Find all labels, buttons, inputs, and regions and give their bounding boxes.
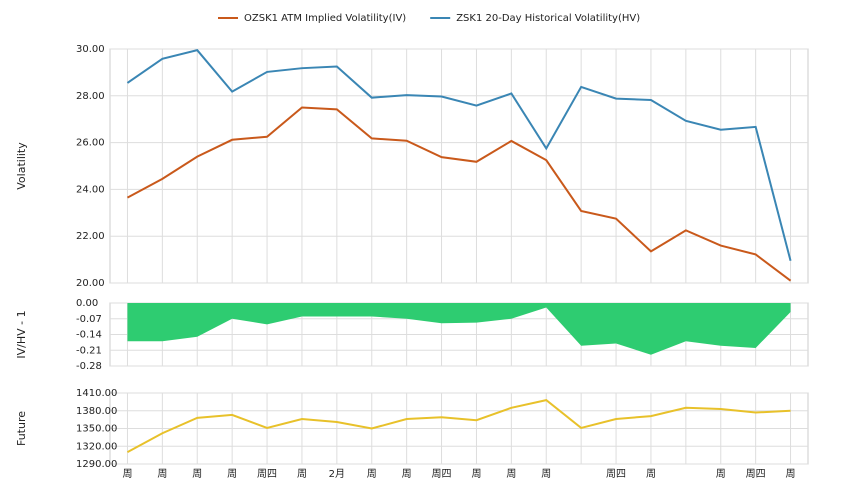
x-tick-label: 周 (402, 468, 412, 480)
y-axis-label: Volatility (15, 142, 28, 190)
x-tick-label: 周 (367, 468, 377, 480)
x-tick-label: 周四 (606, 468, 626, 480)
x-tick-label: 周四 (257, 468, 277, 480)
y-tick-label: 28.00 (76, 91, 105, 102)
x-tick-label: 周 (297, 468, 307, 480)
y-tick-label: -0.28 (76, 361, 102, 372)
area (127, 303, 791, 355)
legend-label: OZSK1 ATM Implied Volatility(IV) (244, 13, 406, 24)
x-tick-label: 周 (227, 468, 237, 480)
x-tick-label: 周 (506, 468, 516, 480)
y-tick-label: 1320.00 (76, 441, 117, 452)
y-tick-label: -0.14 (76, 330, 102, 341)
y-tick-label: -0.21 (76, 345, 102, 356)
y-tick-label: 0.00 (76, 298, 98, 309)
x-tick-label: 周 (192, 468, 202, 480)
y-tick-label: 1350.00 (76, 424, 117, 435)
y-tick-label: 24.00 (76, 184, 105, 195)
y-axis-label: IV/HV - 1 (15, 310, 28, 358)
y-tick-label: 1380.00 (76, 406, 117, 417)
x-tick-label: 周 (471, 468, 481, 480)
y-tick-label: 1290.00 (76, 459, 117, 470)
x-tick-label: 周 (646, 468, 656, 480)
plot-area (109, 48, 809, 284)
y-tick-label: 22.00 (76, 231, 105, 242)
y-tick-label: 1410.00 (76, 388, 117, 399)
x-tick-label: 周四 (746, 468, 766, 480)
line (126, 399, 791, 454)
x-tick-label: 2月 (329, 468, 345, 480)
legend-label: ZSK1 20-Day Historical Volatility(HV) (456, 13, 640, 24)
x-tick-label: 周 (541, 468, 551, 480)
line (126, 106, 792, 282)
y-axis-label: Future (15, 411, 28, 446)
line (126, 49, 792, 262)
x-tick-label: 周四 (432, 468, 452, 480)
y-tick-label: 26.00 (76, 138, 105, 149)
x-tick-label: 周 (157, 468, 167, 480)
y-tick-label: -0.07 (76, 314, 102, 325)
x-tick-label: 周 (716, 468, 726, 480)
y-tick-label: 20.00 (76, 278, 105, 289)
x-tick-label: 周 (786, 468, 796, 480)
x-tick-label: 周 (122, 468, 132, 480)
y-tick-label: 30.00 (76, 44, 105, 55)
